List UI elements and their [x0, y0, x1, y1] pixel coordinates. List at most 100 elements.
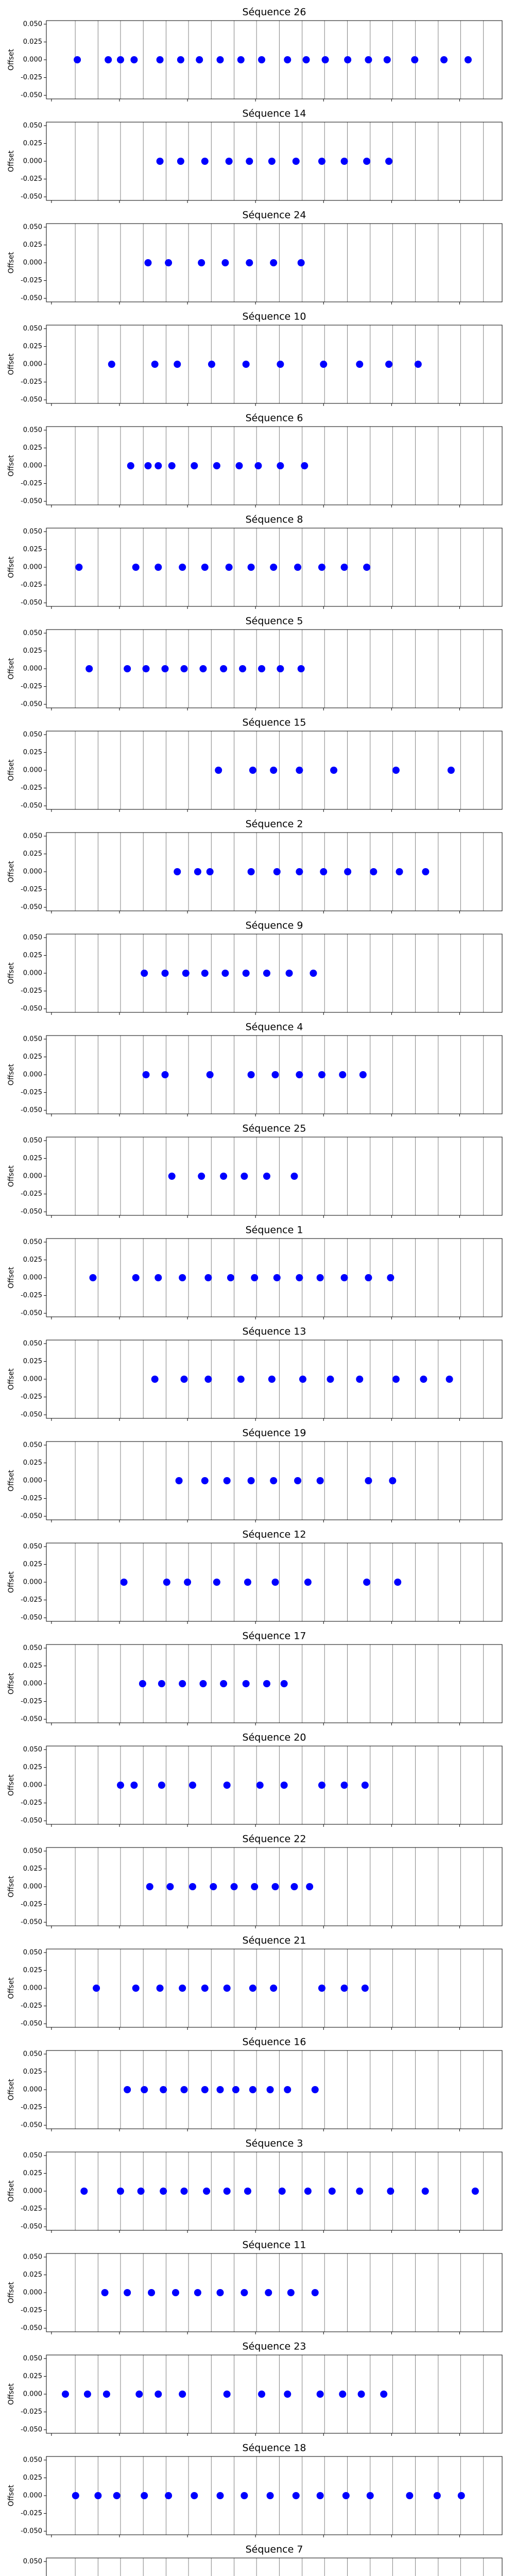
y-axis-label: Offset — [7, 48, 15, 71]
onset-dot — [191, 2492, 198, 2499]
axes-frame — [46, 2354, 503, 2434]
panel-title: Séquence 9 — [246, 920, 303, 931]
onset-dot — [263, 1173, 270, 1180]
y-tick-label: -0.050 — [21, 498, 42, 505]
y-axis-label: Offset — [7, 251, 15, 274]
y-axis-label: Offset — [7, 2281, 15, 2303]
onset-dot — [316, 2492, 324, 2499]
onset-dot — [271, 1071, 279, 1078]
onset-dot — [166, 1883, 174, 1890]
onset-dot — [156, 1985, 164, 1992]
y-tick-label: 0.025 — [23, 2372, 42, 2380]
y-tick-label: 0.000 — [23, 1173, 42, 1180]
onset-dot — [284, 56, 291, 63]
onset-dot — [383, 56, 391, 63]
onset-dot — [158, 1782, 165, 1789]
onset-dot — [198, 259, 205, 266]
onset-dot — [168, 462, 176, 469]
panel-title: Séquence 11 — [243, 2240, 306, 2251]
onset-dot — [318, 564, 325, 571]
onset-dot — [132, 564, 140, 571]
panel-title: Séquence 23 — [243, 2341, 306, 2352]
onset-dot — [180, 2188, 188, 2195]
y-axis-label: Offset — [7, 1368, 15, 1390]
onset-dot — [316, 1477, 324, 1484]
onset-dot — [130, 1782, 138, 1789]
y-tick-label: 0.000 — [23, 2188, 42, 2195]
onset-dot — [156, 56, 164, 63]
axes-frame — [46, 1137, 503, 1216]
y-tick-label: -0.025 — [21, 480, 42, 487]
onset-dot — [273, 868, 281, 875]
onset-dot — [198, 1173, 205, 1180]
y-tick-label: 0.050 — [23, 1543, 42, 1550]
onset-dot — [365, 1477, 372, 1484]
onset-dot — [171, 2289, 179, 2296]
onset-dot — [141, 2492, 148, 2499]
onset-dot — [258, 665, 266, 672]
onset-dot — [263, 970, 270, 977]
onset-dot — [151, 1376, 159, 1383]
y-tick-label: -0.050 — [21, 802, 42, 810]
y-tick-label: -0.050 — [21, 599, 42, 607]
y-tick-label: -0.050 — [21, 1005, 42, 1013]
onset-dot — [148, 2289, 156, 2296]
onset-dot — [124, 2289, 131, 2296]
y-tick-label: 0.000 — [23, 970, 42, 977]
onset-dot — [237, 1376, 245, 1383]
panel-title: Séquence 25 — [243, 1123, 306, 1134]
onset-dot — [75, 564, 83, 571]
y-axis-label: Offset — [7, 1469, 15, 1492]
onset-dot — [344, 56, 352, 63]
onset-dot — [206, 1071, 214, 1078]
onset-dot — [199, 665, 207, 672]
onset-dot — [280, 1782, 288, 1789]
onset-dot — [180, 2086, 188, 2093]
axes-frame — [46, 1745, 503, 1825]
onset-dot — [396, 868, 403, 875]
y-tick-label: 0.050 — [23, 20, 42, 28]
panel-title: Séquence 19 — [243, 1428, 306, 1439]
onset-dot — [204, 1274, 212, 1281]
onset-dot — [206, 868, 214, 875]
onset-dot — [179, 564, 186, 571]
onset-dot — [239, 665, 247, 672]
y-tick-label: 0.025 — [23, 140, 42, 147]
onset-dot — [294, 564, 302, 571]
onset-dot — [179, 1680, 186, 1687]
onset-dot — [223, 2188, 231, 2195]
onset-dot — [237, 56, 245, 63]
y-tick-label: 0.050 — [23, 1644, 42, 1652]
onset-dot — [144, 259, 152, 266]
onset-dot — [287, 2289, 295, 2296]
onset-dot — [311, 2086, 319, 2093]
onset-dot — [246, 158, 253, 165]
panel-title: Séquence 3 — [246, 2138, 303, 2149]
y-tick-label: -0.050 — [21, 396, 42, 404]
y-tick-label: -0.025 — [21, 1393, 42, 1401]
panel-title: Séquence 15 — [243, 717, 306, 728]
onset-dot — [406, 2492, 414, 2499]
y-tick-label: 0.050 — [23, 1948, 42, 1956]
onset-dot — [179, 1985, 186, 1992]
y-tick-label: 0.000 — [23, 1782, 42, 1789]
onset-dot — [361, 1782, 369, 1789]
onset-dot — [165, 259, 173, 266]
onset-dot — [356, 361, 364, 368]
y-tick-label: 0.025 — [23, 38, 42, 46]
onset-dot — [270, 767, 278, 774]
onset-dot — [191, 462, 198, 469]
y-tick-label: 0.050 — [23, 122, 42, 129]
onset-dot — [363, 1579, 371, 1586]
y-axis-label: Offset — [7, 2484, 15, 2506]
panel-title: Séquence 5 — [246, 616, 303, 627]
onset-dot — [340, 564, 348, 571]
onset-dot — [392, 767, 400, 774]
onset-dot — [93, 1985, 100, 1992]
y-tick-label: 0.025 — [23, 1459, 42, 1467]
y-tick-label: 0.025 — [23, 1358, 42, 1365]
y-axis-label: Offset — [7, 759, 15, 781]
onset-dot — [433, 2492, 441, 2499]
y-tick-label: 0.025 — [23, 2170, 42, 2177]
y-tick-label: -0.050 — [21, 92, 42, 99]
